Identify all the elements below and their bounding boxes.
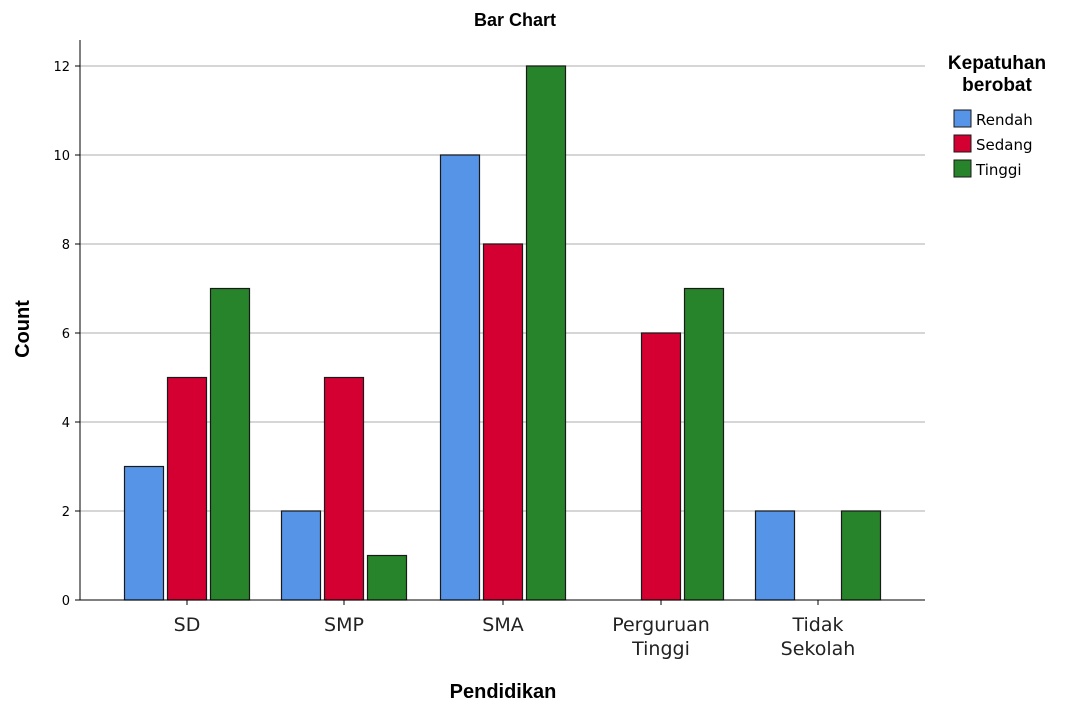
bar-tinggi bbox=[840, 510, 882, 601]
bar-rendah bbox=[754, 510, 796, 601]
y-tick-label: 6 bbox=[62, 327, 70, 342]
bar-sedang bbox=[166, 376, 208, 601]
bar-sedang bbox=[323, 376, 365, 601]
legend-swatch-rendah bbox=[953, 109, 972, 128]
bar-sedang bbox=[640, 332, 682, 601]
bar-tinggi bbox=[209, 287, 251, 601]
y-axis-title: Count bbox=[12, 300, 34, 358]
x-tick-label: SD bbox=[174, 614, 201, 636]
x-tick-label: SMP bbox=[324, 614, 364, 636]
bar-rendah bbox=[123, 465, 165, 601]
legend-label-rendah: Rendah bbox=[976, 111, 1033, 129]
y-tick-label: 10 bbox=[53, 149, 70, 164]
x-axis-title: Pendidikan bbox=[450, 681, 557, 703]
x-tick-label: Tidak Sekolah bbox=[781, 614, 856, 660]
bar-rendah bbox=[439, 154, 481, 601]
legend-label-tinggi: Tinggi bbox=[975, 161, 1022, 179]
x-tick-label: SMA bbox=[482, 614, 523, 636]
bar-sedang bbox=[482, 243, 524, 601]
legend-swatch-tinggi bbox=[953, 159, 972, 178]
bar-rendah bbox=[280, 510, 322, 601]
legend-label-sedang: Sedang bbox=[976, 136, 1033, 154]
chart-title: Bar Chart bbox=[474, 10, 556, 30]
bars-group bbox=[123, 65, 882, 601]
y-tick-label: 12 bbox=[53, 60, 70, 75]
bar-tinggi bbox=[366, 554, 408, 601]
bar-tinggi bbox=[525, 65, 567, 601]
legend-title: Kepatuhan berobat bbox=[948, 53, 1046, 96]
legend: Kepatuhan berobat Rendah Sedang Tinggi bbox=[948, 53, 1046, 179]
y-tick-label: 2 bbox=[62, 505, 70, 520]
y-tick-label: 8 bbox=[62, 238, 70, 253]
legend-swatch-sedang bbox=[953, 134, 972, 153]
y-tick-label: 4 bbox=[62, 416, 70, 431]
x-tick-labels: SD SMP SMA Perguruan Tinggi Tidak Sekolah bbox=[174, 600, 856, 660]
x-tick-label: Perguruan Tinggi bbox=[612, 614, 710, 660]
bar-tinggi bbox=[683, 287, 725, 601]
y-tick-label: 0 bbox=[62, 594, 70, 609]
y-tick-labels: 0 2 4 6 8 10 12 bbox=[53, 60, 80, 609]
